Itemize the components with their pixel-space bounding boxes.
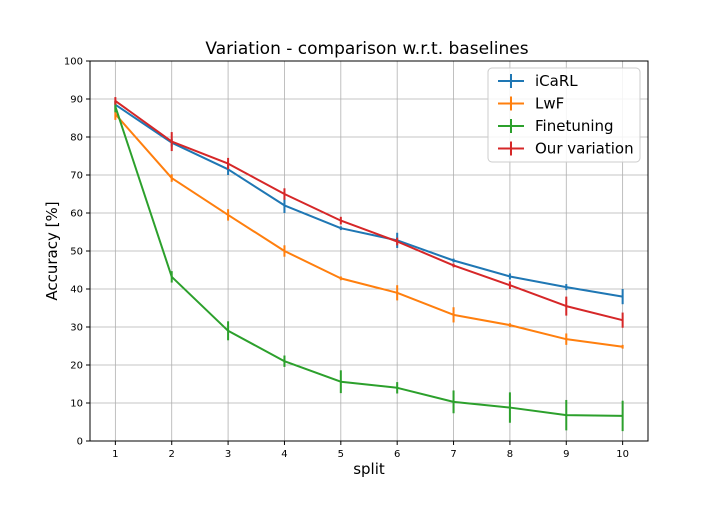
y-tick-label: 80 [70,133,83,144]
series-line [114,106,623,417]
chart-title: Variation - comparison w.r.t. baselines [205,39,528,59]
x-tick-label: 1 [112,449,118,460]
series-finetuning [114,100,624,432]
series-our-variation [114,97,624,328]
series-group [114,97,624,432]
legend-label: iCaRL [535,72,578,90]
x-tick-label: 6 [394,449,400,460]
x-tick-label: 8 [507,449,513,460]
x-tick-label: 7 [450,449,456,460]
series-line [114,100,623,322]
legend-label: Our variation [535,140,634,158]
x-tick-label: 3 [225,449,231,460]
y-tick-label: 90 [70,95,83,106]
x-tick-label: 4 [281,449,287,460]
y-tick-label: 60 [70,209,83,220]
legend-label: Finetuning [535,117,614,135]
series-line [114,113,623,348]
legend-item: Finetuning [498,117,614,135]
series-line [114,103,623,298]
y-tick-label: 10 [70,399,83,410]
y-tick-label: 50 [70,247,83,258]
y-tick-label: 0 [77,437,83,448]
y-tick-label: 70 [70,171,83,182]
legend-item: LwF [498,95,564,113]
x-axis-label: split [353,460,385,478]
y-tick-label: 20 [70,361,83,372]
series-lwf [114,108,624,349]
legend-box [487,67,641,163]
x-tick-label: 5 [338,449,344,460]
y-axis-label: Accuracy [%] [43,201,61,300]
x-tick-label: 10 [616,449,629,460]
x-tick-label: 2 [169,449,175,460]
y-tick-label: 100 [64,57,83,68]
legend: iCaRL LwF Finetuning Our variation [487,67,641,163]
legend-item: iCaRL [498,72,578,90]
y-tick-label: 30 [70,323,83,334]
legend-item: Our variation [498,140,634,158]
x-tick-label: 9 [563,449,569,460]
y-tick-label: 40 [70,285,83,296]
legend-label: LwF [535,95,564,113]
